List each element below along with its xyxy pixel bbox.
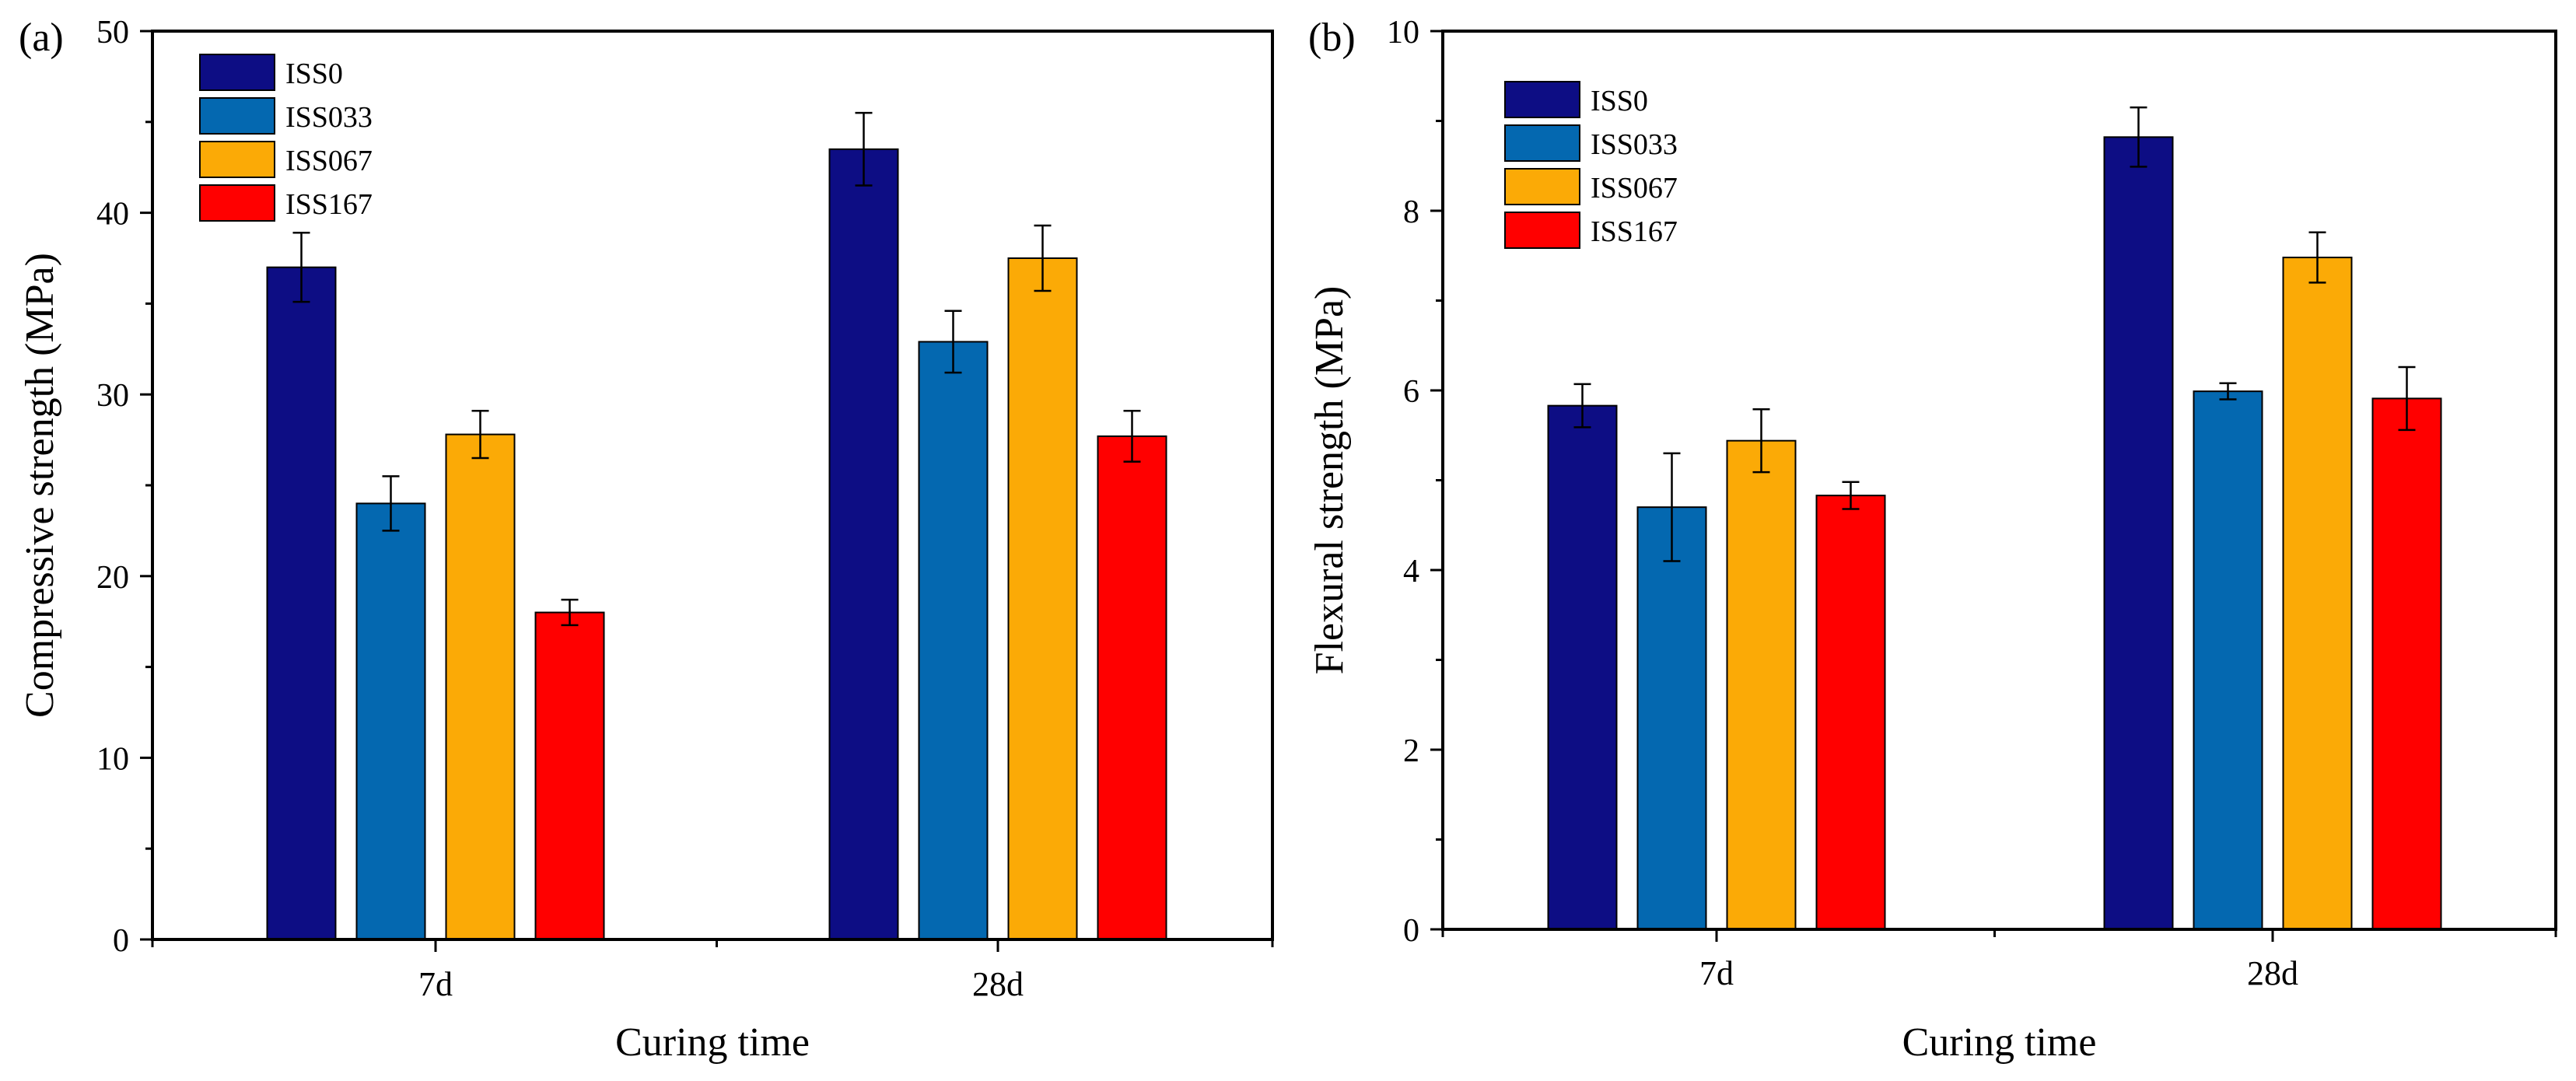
legend-label-iss033: ISS033 [1591, 128, 1678, 161]
y-tick-label: 4 [1403, 554, 1419, 589]
error-bar-iss067-28d [1034, 224, 1052, 292]
error-bar-iss033-28d [2219, 382, 2237, 401]
panel-a: (a) 0 10 20 30 40 50 7d 28d Curing time Compressiv… [18, 15, 1274, 1065]
bar-iss067-7d [1726, 439, 1797, 930]
legend-label-iss067: ISS067 [1591, 172, 1678, 205]
y-tick-label: 10 [96, 741, 129, 777]
legend: ISS0 ISS033 ISS067 ISS167 [199, 54, 373, 222]
bar-iss0-28d [828, 148, 899, 940]
x-tick-label: 28d [972, 965, 1024, 1003]
x-tick-label: 28d [2247, 954, 2298, 992]
panel-label: (a) [19, 16, 64, 60]
bar-iss033-7d [355, 502, 426, 940]
error-bar-iss167-7d [561, 598, 579, 627]
x-tick-label: 7d [418, 965, 453, 1003]
x-axis-title: Curing time [615, 1020, 810, 1065]
legend-swatch-iss067 [1504, 168, 1580, 205]
error-bar-iss167-28d [1123, 409, 1141, 463]
error-bar-iss033-7d [382, 475, 400, 532]
bar-iss167-28d [1097, 435, 1167, 940]
error-bar-iss033-28d [944, 310, 962, 374]
bar-iss033-28d [918, 341, 989, 940]
bar-iss0-28d [2103, 136, 2174, 931]
bar-iss0-7d [1547, 404, 1618, 930]
error-bar-iss033-7d [1663, 452, 1681, 562]
error-bar-iss0-7d [292, 232, 310, 303]
y-axis-title: Flexural strength (MPa) [1307, 286, 1352, 675]
bar-iss167-7d [1815, 495, 1886, 930]
bar-iss167-7d [534, 611, 605, 941]
error-bar-iss0-7d [1573, 383, 1591, 429]
y-tick-label: 2 [1403, 733, 1419, 769]
y-tick-label: 20 [96, 560, 129, 596]
panel-label: (b) [1308, 16, 1356, 60]
error-bar-iss0-28d [855, 111, 873, 187]
y-tick-label: 10 [1387, 15, 1419, 51]
legend-swatch-iss067 [199, 141, 275, 178]
panel-b: (b) 0 2 4 6 8 10 7d 28d Curing time Flexural stren… [1307, 15, 2557, 1065]
y-tick-label: 8 [1403, 194, 1419, 230]
legend-swatch-iss033 [1504, 124, 1580, 162]
y-tick-label: 40 [96, 197, 129, 233]
bar-iss033-7d [1636, 506, 1707, 930]
y-tick-label: 0 [113, 923, 129, 959]
bar-iss167-28d [2371, 397, 2442, 930]
y-axis-title: Compressive strength (MPa) [18, 253, 62, 718]
x-axis-title: Curing time [1902, 1020, 2097, 1065]
legend: ISS0 ISS033 ISS067 ISS167 [1504, 81, 1678, 249]
error-bar-iss167-7d [1842, 481, 1860, 510]
legend-label-iss0: ISS0 [285, 58, 343, 90]
error-bar-iss067-7d [1752, 408, 1770, 474]
legend-swatch-iss167 [1504, 212, 1580, 249]
legend-label-iss167: ISS167 [285, 188, 373, 221]
y-tick-label: 0 [1403, 913, 1419, 949]
error-bar-iss067-28d [2308, 231, 2326, 284]
legend-label-iss167: ISS167 [1591, 215, 1678, 248]
bar-iss067-28d [1007, 257, 1078, 940]
error-bar-iss0-28d [2130, 106, 2147, 168]
y-tick-label: 30 [96, 378, 129, 414]
x-tick-label: 7d [1699, 954, 1734, 992]
bar-iss0-7d [266, 266, 337, 940]
legend-label-iss033: ISS033 [285, 101, 373, 134]
bar-iss067-7d [445, 433, 516, 940]
error-bar-iss167-28d [2398, 366, 2416, 432]
legend-swatch-iss0 [199, 54, 275, 91]
y-tick-label: 50 [96, 15, 129, 51]
legend-label-iss0: ISS0 [1591, 85, 1648, 117]
bar-iss033-28d [2193, 390, 2263, 930]
legend-label-iss067: ISS067 [285, 145, 373, 177]
legend-swatch-iss167 [199, 184, 275, 222]
y-tick-label: 6 [1403, 374, 1419, 410]
legend-swatch-iss033 [199, 97, 275, 135]
bar-iss067-28d [2282, 257, 2353, 930]
legend-swatch-iss0 [1504, 81, 1580, 118]
error-bar-iss067-7d [471, 409, 489, 460]
